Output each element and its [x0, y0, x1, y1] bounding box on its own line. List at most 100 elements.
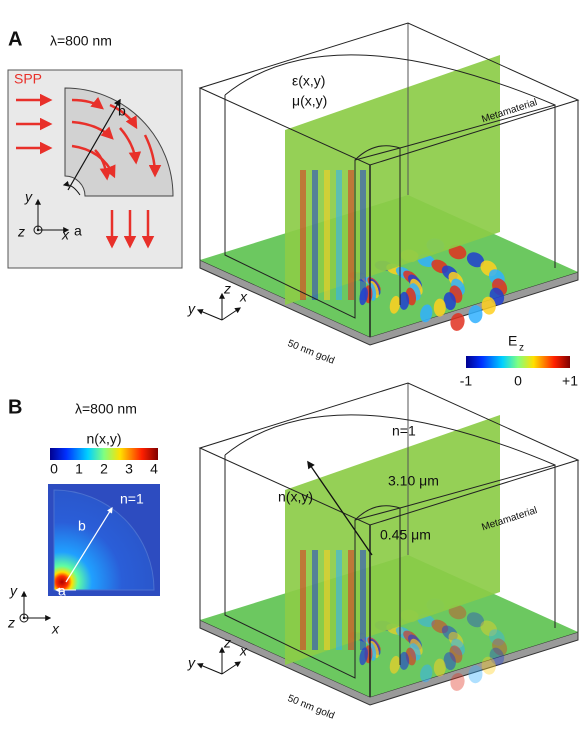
radius-arrow [307, 460, 373, 556]
spp-arrows [16, 93, 162, 249]
field-lobe [468, 665, 483, 684]
plane-stripe [336, 170, 342, 300]
panel-label: A [8, 28, 22, 50]
colorbar [50, 448, 158, 460]
metamaterial-box [198, 382, 580, 706]
colorbar-title-sub: z [519, 343, 524, 354]
medium-label: n=1 [120, 491, 144, 507]
inset-axes [19, 590, 52, 623]
axis-y: y [187, 301, 196, 317]
epsilon: ε(x,y) [292, 73, 325, 89]
a-label: a [74, 223, 82, 239]
a-label: a [58, 583, 66, 599]
colorbar-tick: 4 [150, 461, 158, 477]
inner-cyl [354, 505, 401, 665]
box-axes [196, 646, 241, 675]
field-lobe [399, 651, 410, 670]
field-lobe [450, 313, 465, 331]
index-label: n(x,y) [278, 489, 313, 505]
field-lobe [450, 673, 465, 691]
axis-x: x [239, 289, 248, 305]
index-map [53, 489, 155, 591]
colorbar-tick: 2 [100, 461, 108, 477]
field-lobe [468, 305, 483, 324]
field-lobe [489, 647, 505, 666]
shell-arc [224, 414, 556, 466]
field-lobe [433, 658, 446, 677]
plane-stripe [348, 170, 354, 300]
gold-label: 50 nm gold [286, 338, 336, 367]
colorbar-tick: +1 [562, 373, 578, 389]
field-lobe [389, 655, 401, 674]
box-top [198, 382, 580, 526]
field-lobe [443, 292, 456, 311]
colorbar-tick: 3 [125, 461, 133, 477]
field-lobe [389, 295, 401, 314]
outer-radius: 3.10 μm [388, 473, 439, 489]
plane-stripe [300, 550, 306, 650]
field-lobe [466, 252, 485, 268]
plane-stripe [300, 170, 306, 300]
wavelength: λ=800 nm [75, 401, 137, 417]
a-arrow [62, 180, 81, 196]
field-lobe [448, 604, 467, 620]
colorbar-tick: -1 [460, 373, 473, 389]
axis-y: y [9, 583, 18, 599]
wavelength: λ=800 nm [50, 33, 112, 49]
axis-z: z [223, 281, 231, 297]
axis-z: z [223, 635, 231, 651]
b-arrow [67, 98, 121, 191]
plane-stripe [312, 170, 318, 300]
field-lobe [399, 291, 410, 310]
inner-radius: 0.45 μm [380, 527, 431, 543]
inner-cyl [354, 145, 401, 305]
colorbar-tick: 1 [75, 461, 83, 477]
colorbar-title: E [508, 333, 517, 349]
b-label: b [78, 518, 86, 534]
plane-stripe [324, 170, 330, 300]
shell-arc [224, 54, 556, 106]
field-lobe [466, 612, 485, 628]
field-lobe [480, 620, 497, 637]
b-label: b [118, 103, 126, 119]
field-lobe [359, 647, 368, 666]
field-lobe [488, 629, 505, 646]
panel-label: B [8, 396, 22, 418]
axis-x: x [239, 643, 248, 659]
field-lobe [420, 664, 433, 683]
box-axes [196, 292, 241, 321]
axis-y: y [187, 655, 196, 671]
plane-stripe [360, 170, 366, 300]
b-arrow [65, 506, 113, 583]
axis-z: z [7, 615, 15, 631]
colorbar-tick: 0 [514, 373, 522, 389]
plane-stripe [312, 550, 318, 650]
plane-stripe [336, 550, 342, 650]
axis-x: x [61, 227, 70, 243]
axis-y: y [24, 189, 33, 205]
source-label: SPP [14, 71, 42, 87]
field-lobe [443, 652, 456, 671]
plane-stripe [348, 550, 354, 650]
axis-x: x [51, 621, 60, 637]
field-lobe [492, 638, 508, 656]
field-lobe [481, 296, 496, 315]
mu: μ(x,y) [292, 93, 327, 109]
medium-label: n=1 [392, 423, 416, 439]
field-lobe [420, 304, 433, 323]
plane-stripe [324, 550, 330, 650]
inset-axes [33, 198, 70, 235]
plane-stripe [360, 550, 366, 650]
axis-z: z [17, 224, 25, 240]
colorbar [466, 356, 570, 368]
colorbar-tick: 0 [50, 461, 58, 477]
field-lobe [448, 244, 467, 260]
gold-label: 50 nm gold [286, 693, 336, 722]
inset-shell [64, 87, 174, 197]
colorbar-title: n(x,y) [87, 431, 122, 447]
field-lobe [433, 298, 446, 317]
field-lobe [481, 656, 496, 675]
box-top [198, 22, 580, 166]
metamaterial-box [198, 22, 580, 346]
